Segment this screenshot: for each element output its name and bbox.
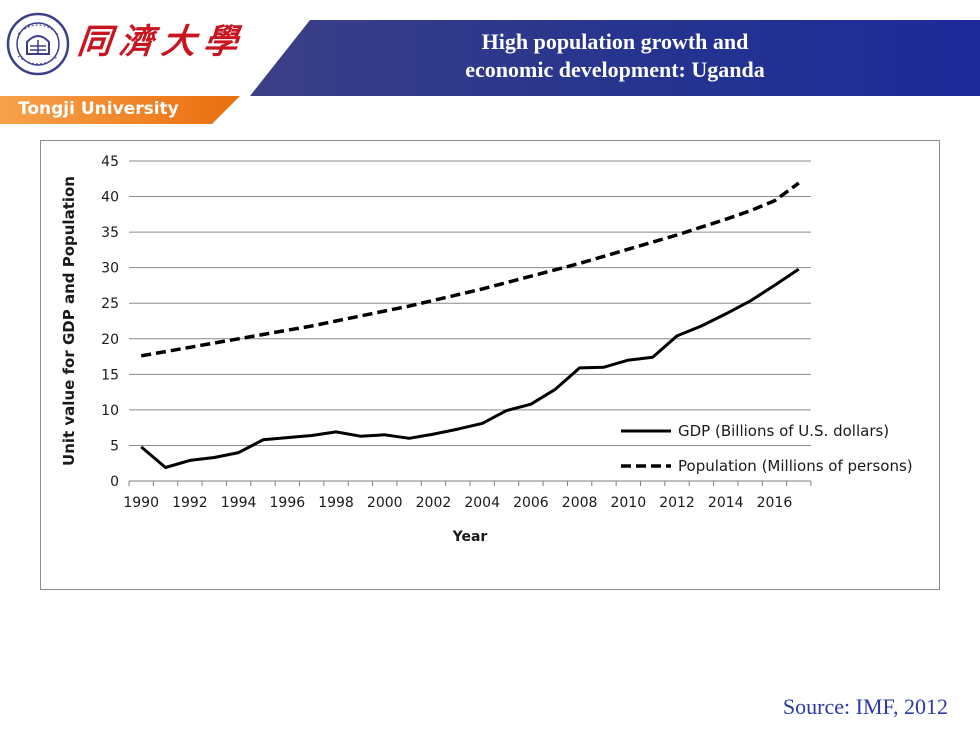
x-axis-title: Year [452, 529, 488, 545]
x-tick-label: 2004 [464, 495, 500, 511]
y-tick-label: 20 [101, 332, 119, 348]
school-name-chinese: 同濟大學 [75, 22, 248, 62]
population-series-line [140, 181, 800, 358]
y-axis-title: Unit value for GDP and Population [60, 176, 78, 466]
y-tick-label: 35 [101, 225, 119, 241]
x-tick-label: 1994 [221, 495, 257, 511]
y-tick-label: 15 [101, 367, 119, 383]
y-tick-label: 40 [101, 190, 119, 206]
y-tick-label: 25 [101, 296, 119, 312]
x-tick-label: 2012 [659, 495, 695, 511]
x-tick-label: 2014 [708, 495, 744, 511]
x-tick-label: 1992 [172, 495, 208, 511]
x-tick-label: 1998 [318, 495, 354, 511]
y-tick-label: 5 [110, 438, 119, 454]
y-tick-label: 0 [110, 474, 119, 490]
orange-band [0, 96, 240, 124]
gdp-series-line [140, 267, 800, 469]
y-tick-label: 10 [101, 403, 119, 419]
x-tick-label: 1990 [123, 495, 159, 511]
chart-frame: 0 5 10 15 20 25 30 35 40 45 1990 1992 1994 1996 1998 20… [40, 140, 940, 590]
x-tick-label: 2000 [367, 495, 403, 511]
x-tick-label: 1996 [270, 495, 306, 511]
x-tick-label: 2010 [611, 495, 647, 511]
legend-label: GDP (Billions of U.S. dollars) [678, 422, 889, 440]
y-tick-label: 30 [101, 261, 119, 277]
line-chart: 0 5 10 15 20 25 30 35 40 45 1990 1992 1994 1996 1998 20… [60, 154, 913, 545]
title-banner [250, 20, 980, 96]
university-label: Tongji University [18, 99, 179, 119]
slide-header: High population growth and economic deve… [0, 0, 980, 128]
x-tick-label: 2006 [513, 495, 549, 511]
x-tick-label: 2002 [416, 495, 452, 511]
x-tick-label: 2008 [562, 495, 598, 511]
x-tick-label: 2016 [757, 495, 793, 511]
university-seal-icon [6, 12, 70, 76]
slide-title: High population growth and economic deve… [465, 29, 765, 82]
legend-label: Population (Millions of persons) [678, 457, 913, 475]
source-citation: Source: IMF, 2012 [782, 694, 948, 719]
y-tick-label: 45 [101, 154, 119, 170]
